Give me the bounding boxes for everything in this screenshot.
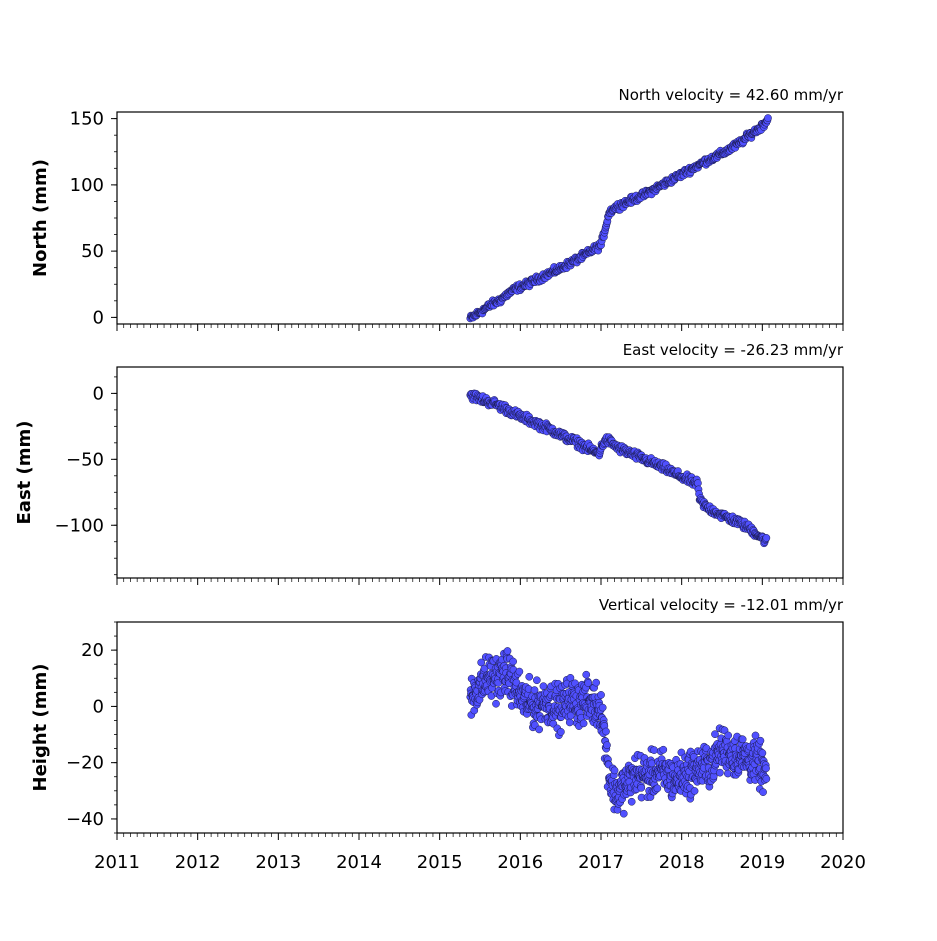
x-tick-label: 2014 xyxy=(336,852,382,873)
panel-3: 20 0 −20 −40 2011 2012 2013 2014 2015 2016 2017 201… xyxy=(30,596,866,873)
y-tick-label: 0 xyxy=(93,383,104,404)
data-point xyxy=(598,703,607,712)
data-point xyxy=(602,727,610,736)
data-points xyxy=(466,114,772,323)
data-point xyxy=(592,678,600,687)
data-point xyxy=(535,725,544,734)
x-tick-label: 2016 xyxy=(497,852,543,873)
data-points xyxy=(466,647,771,818)
data-point xyxy=(584,679,593,687)
data-point xyxy=(477,658,486,667)
data-point xyxy=(690,787,699,795)
y-tick-label: 0 xyxy=(93,696,104,717)
data-point xyxy=(764,114,772,122)
data-point xyxy=(759,788,767,796)
y-tick-label: 150 xyxy=(70,109,104,130)
data-points xyxy=(466,389,771,548)
data-point xyxy=(503,647,512,655)
data-point xyxy=(515,667,524,676)
y-tick-label: −40 xyxy=(66,809,104,830)
data-point xyxy=(738,735,747,744)
x-tick-label: 2020 xyxy=(820,852,866,873)
data-point xyxy=(762,534,771,542)
data-point xyxy=(512,678,521,687)
panel-1: 0 50 100 150 North velocity = 42.60 mm/yr Nor… xyxy=(30,86,844,331)
y-tick-label: −20 xyxy=(66,753,104,774)
y-axis-label: North (mm) xyxy=(30,159,51,277)
x-tick-label: 2018 xyxy=(659,852,705,873)
data-point xyxy=(539,682,548,691)
x-tick-label: 2019 xyxy=(739,852,785,873)
data-point xyxy=(758,749,767,757)
data-point xyxy=(557,728,565,736)
axes-frame xyxy=(116,621,844,834)
data-point xyxy=(659,745,668,754)
data-point xyxy=(716,768,724,777)
y-tick-label: −50 xyxy=(66,449,104,470)
data-point xyxy=(582,670,591,679)
data-point xyxy=(637,783,646,792)
data-point xyxy=(723,769,732,778)
x-tick-label: 2017 xyxy=(578,852,624,873)
data-point xyxy=(762,775,771,783)
velocity-label: Vertical velocity = -12.01 mm/yr xyxy=(599,596,844,614)
data-point xyxy=(756,736,765,745)
data-point xyxy=(762,764,770,773)
data-point xyxy=(530,686,539,694)
data-point xyxy=(579,719,588,728)
data-point xyxy=(509,657,517,666)
y-axis-label: East (mm) xyxy=(14,421,35,525)
y-tick-label: 20 xyxy=(81,640,104,661)
data-point xyxy=(724,731,733,740)
data-point xyxy=(532,676,541,685)
panel-2: 0 −50 −100 East velocity = -26.23 mm/yr East… xyxy=(14,341,844,585)
y-axis-label: Height (mm) xyxy=(30,664,51,792)
data-point xyxy=(619,809,628,818)
y-tick-label: 100 xyxy=(70,175,104,196)
y-tick-label: −100 xyxy=(55,515,104,536)
y-tick-label: 50 xyxy=(81,241,104,262)
data-point xyxy=(650,746,658,754)
data-point xyxy=(597,691,605,699)
velocity-label: East velocity = -26.23 mm/yr xyxy=(623,341,844,359)
data-point xyxy=(627,797,636,806)
x-tick-label: 2015 xyxy=(417,852,463,873)
data-point xyxy=(525,672,534,681)
data-point xyxy=(711,730,719,739)
velocity-label: North velocity = 42.60 mm/yr xyxy=(619,86,844,104)
data-point xyxy=(492,699,500,708)
y-tick-label: 0 xyxy=(93,307,104,328)
data-point xyxy=(565,718,574,727)
data-point xyxy=(653,784,662,793)
x-tick-label: 2011 xyxy=(94,852,140,873)
data-point xyxy=(610,766,619,775)
data-point xyxy=(603,741,611,750)
x-tick-label: 2012 xyxy=(175,852,221,873)
x-tick-label: 2013 xyxy=(255,852,301,873)
data-point xyxy=(751,731,760,740)
